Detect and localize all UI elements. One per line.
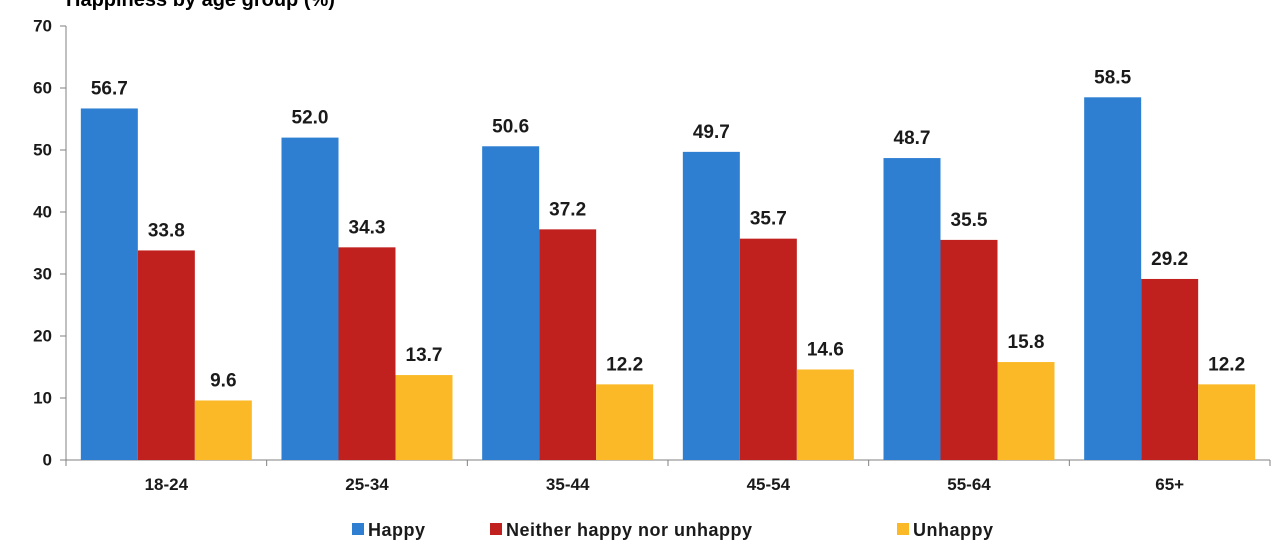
data-label: 35.5 (951, 210, 988, 231)
bar (997, 362, 1055, 460)
y-tick-label: 40 (33, 203, 52, 222)
x-tick-label: 18-24 (145, 475, 189, 494)
bar (682, 151, 740, 461)
bar (596, 384, 654, 460)
legend-label: Unhappy (913, 520, 994, 540)
x-tick-label: 35-44 (546, 475, 590, 494)
data-label: 12.2 (1208, 354, 1245, 375)
y-tick-label: 0 (43, 451, 52, 470)
data-label: 33.8 (148, 220, 185, 241)
data-label: 12.2 (606, 354, 643, 375)
data-label: 37.2 (549, 199, 586, 220)
y-tick-label: 20 (33, 327, 52, 346)
data-label: 52.0 (292, 108, 329, 129)
data-label: 56.7 (91, 78, 128, 99)
bar (80, 108, 138, 461)
bars-group (80, 97, 1256, 461)
bar (281, 137, 339, 460)
data-label: 48.7 (894, 128, 931, 149)
bar (137, 250, 195, 460)
bar (940, 239, 998, 460)
legend-label: Neither happy nor unhappy (506, 520, 753, 540)
data-label: 29.2 (1151, 249, 1188, 270)
y-tick-label: 60 (33, 79, 52, 98)
x-axis: 18-24 25-34 35-44 45-54 55-64 65+ (65, 459, 1271, 494)
bar (194, 400, 252, 460)
x-tick-label: 25-34 (345, 475, 389, 494)
data-label: 9.6 (210, 370, 236, 391)
bar (739, 238, 797, 460)
bar (796, 369, 854, 460)
x-tick-label: 45-54 (747, 475, 791, 494)
data-label: 58.5 (1094, 67, 1131, 88)
legend-swatch (352, 523, 364, 535)
legend-label: Happy (368, 520, 426, 540)
bar (338, 247, 396, 460)
legend-swatch (897, 523, 909, 535)
x-tick-label: 65+ (1155, 475, 1184, 494)
data-label: 50.6 (492, 116, 529, 137)
y-tick-label: 30 (33, 265, 52, 284)
y-tick-label: 10 (33, 389, 52, 408)
data-label: 49.7 (693, 122, 730, 143)
data-label: 34.3 (349, 217, 386, 238)
data-labels-group: 56.7 33.8 9.6 52.0 34.3 13.7 50.6 37.2 12.2 49.7 3… (91, 67, 1245, 391)
y-tick-label: 50 (33, 141, 52, 160)
bar (482, 146, 540, 460)
legend-swatch (490, 523, 502, 535)
data-label: 14.6 (807, 339, 844, 360)
bar (395, 375, 453, 460)
data-label: 15.8 (1008, 332, 1045, 353)
bar (1198, 384, 1256, 460)
data-label: 13.7 (406, 345, 443, 366)
y-tick-label: 70 (33, 17, 52, 36)
y-axis: 0 10 20 30 40 50 60 70 (33, 17, 67, 470)
chart-title: Happiness by age group (%) (66, 0, 335, 11)
bar (1084, 97, 1142, 461)
bar (539, 229, 597, 460)
x-tick-label: 55-64 (947, 475, 991, 494)
data-label: 35.7 (750, 209, 787, 230)
bar (1141, 278, 1199, 460)
bar (883, 158, 941, 460)
legend: Happy Neither happy nor unhappy Unhappy (352, 520, 994, 540)
